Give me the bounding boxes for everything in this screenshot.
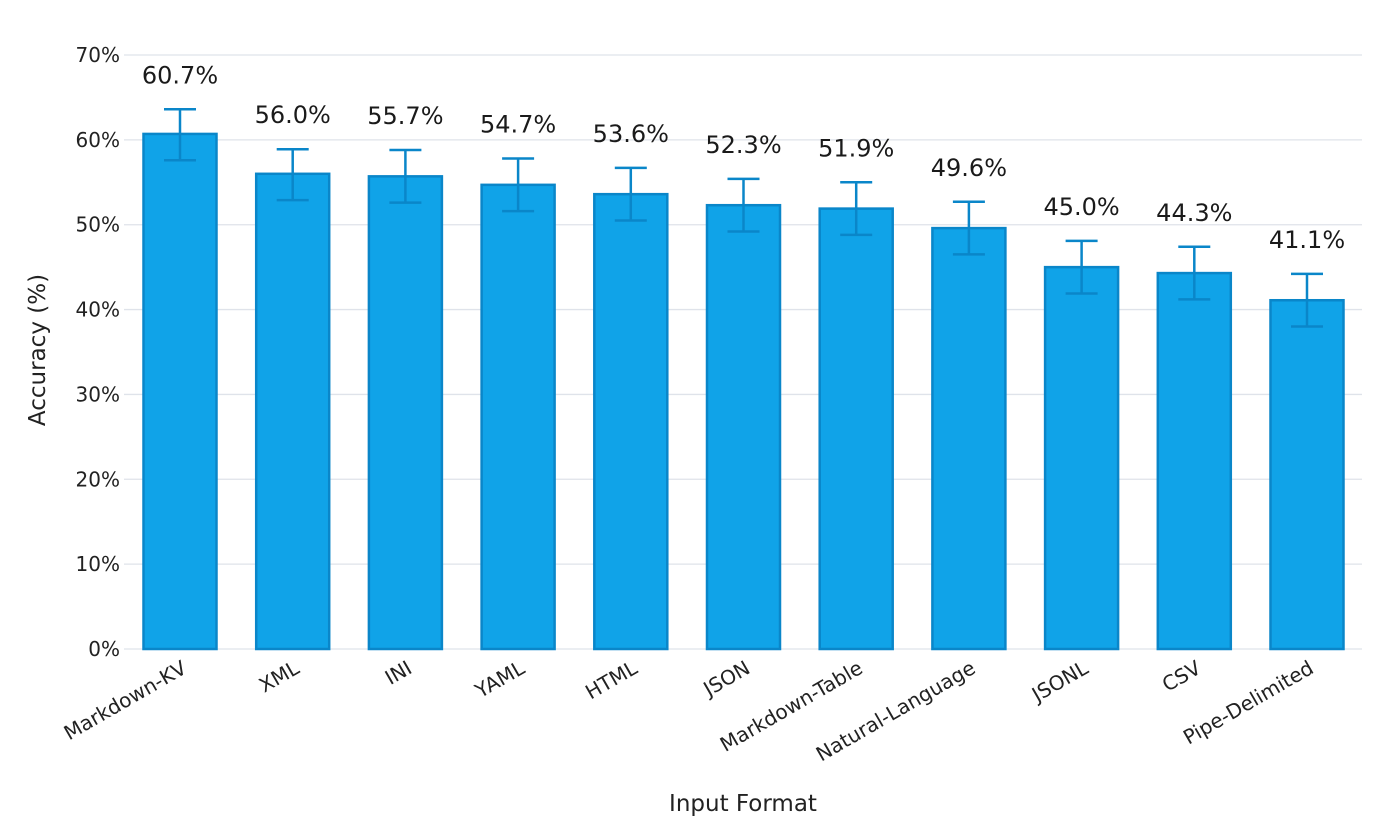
error-bar — [164, 108, 196, 162]
bar — [254, 172, 331, 651]
x-tick-label: INI — [381, 656, 416, 690]
data-label: 49.6% — [931, 154, 1007, 182]
x-tick-label: JSONL — [1026, 655, 1093, 707]
error-bar — [276, 147, 309, 202]
data-label: 41.1% — [1269, 226, 1345, 254]
x-tick-label: Markdown-KV — [60, 655, 191, 745]
bar — [142, 132, 218, 651]
error-bar — [952, 200, 985, 256]
x-axis-title: Input Format — [669, 791, 817, 817]
x-tick-label: HTML — [581, 655, 642, 704]
error-bar — [1291, 272, 1323, 328]
data-label: 51.9% — [818, 134, 894, 162]
data-label: 44.3% — [1156, 199, 1232, 227]
x-tick-label: CSV — [1158, 655, 1205, 696]
bar — [931, 226, 1007, 651]
x-tick-label: YAML — [470, 655, 529, 703]
error-bar — [840, 181, 873, 237]
bar — [705, 203, 782, 651]
bar — [480, 183, 556, 651]
y-tick-label: 30% — [76, 382, 120, 406]
bar — [1043, 265, 1120, 651]
y-tick-label: 50% — [76, 213, 120, 237]
bar — [1156, 271, 1233, 651]
y-tick-label: 20% — [76, 467, 120, 491]
error-bar — [1178, 245, 1211, 301]
bar — [818, 207, 894, 651]
error-bars — [164, 108, 1323, 328]
y-tick-label: 10% — [76, 552, 120, 576]
x-axis-ticks: Markdown-KV XML INI YAML HTML JSONMarkdown-Ta… — [60, 655, 1318, 766]
y-tick-label: 40% — [76, 298, 120, 322]
y-tick-label: 70% — [76, 43, 120, 67]
data-label: 56.0% — [255, 101, 331, 129]
error-bar — [1065, 239, 1098, 295]
x-tick-label: JSON — [698, 656, 754, 702]
bar — [367, 175, 444, 651]
x-tick-label: XML — [255, 655, 304, 697]
error-bar — [614, 166, 647, 222]
data-label: 60.7% — [142, 61, 218, 89]
error-bar — [389, 148, 422, 204]
y-tick-label: 60% — [76, 128, 120, 152]
bar — [593, 192, 669, 651]
error-bar — [502, 157, 535, 213]
data-label: 54.7% — [480, 111, 556, 139]
data-label: 45.0% — [1043, 193, 1119, 221]
bar — [1269, 298, 1345, 651]
y-tick-label: 0% — [88, 637, 120, 661]
data-label: 55.7% — [367, 102, 443, 130]
y-axis-ticks: 0% 10% 20% 30% 40% 50% 60% 70% — [76, 43, 120, 661]
data-label: 53.6% — [593, 120, 669, 148]
data-label: 52.3% — [705, 131, 781, 159]
y-axis-title: Accuracy (%) — [25, 274, 51, 426]
error-bar — [727, 177, 760, 233]
data-labels: 60.7% 56.0% 55.7% 54.7% 53.6% 52.3% 51.9% 49.6%… — [142, 61, 1345, 254]
bars — [142, 132, 1345, 651]
